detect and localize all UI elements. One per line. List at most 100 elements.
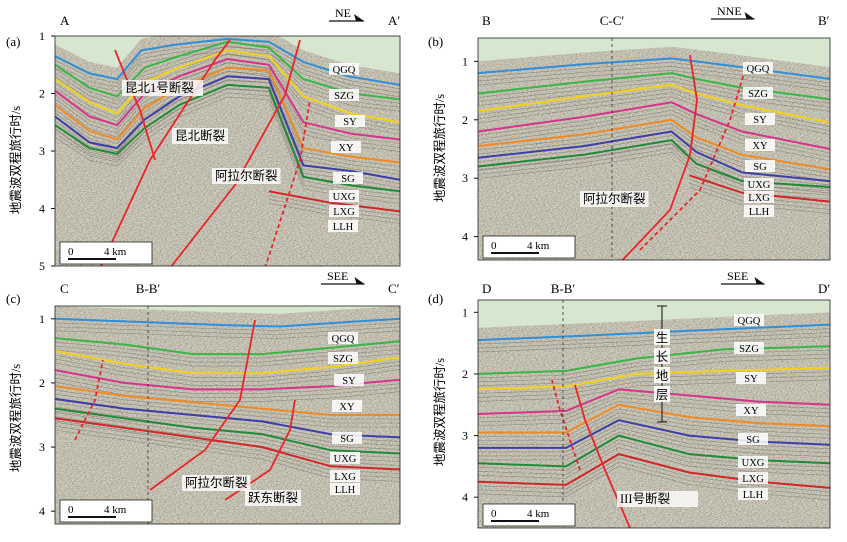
svg-text:4 km: 4 km xyxy=(527,508,550,520)
panel-d: B-B′ (d) D D′ SEE 1 2 3 4 地震波双程旅行时/s QGQ SZG SY XY SG U… xyxy=(428,269,831,529)
horizon-lxg xyxy=(478,434,830,468)
panel-label: (a) xyxy=(6,34,20,49)
panel-b: C-C′ (b) B B′ NNE 1 2 3 4 地震波双程旅行时/s QGQ SZG SY XY SG U… xyxy=(428,4,831,261)
direction-arrow-icon: SEE xyxy=(321,269,365,285)
fault-label: 跃东断裂 xyxy=(245,490,301,506)
horizon-sy xyxy=(478,366,830,391)
svg-text:SZG: SZG xyxy=(333,354,353,365)
svg-text:SZG: SZG xyxy=(739,344,759,355)
unit-label-sg: SG xyxy=(333,172,363,185)
crossline-label: B-B′ xyxy=(551,281,576,296)
scale-bar: 0 4 km xyxy=(59,241,153,265)
svg-text:LLH: LLH xyxy=(743,490,764,501)
y-tick-label: 1 xyxy=(462,54,468,68)
svg-text:LXG: LXG xyxy=(748,193,770,204)
fault-line xyxy=(621,54,698,260)
horizon-sg xyxy=(55,385,400,416)
unit-label-szg: SZG xyxy=(329,89,359,102)
unit-label-szg: SZG xyxy=(743,87,773,100)
unit-label-xy: XY xyxy=(745,139,775,152)
unit-label-sy: SY xyxy=(736,372,766,385)
y-tick-label: 4 xyxy=(39,202,45,216)
direction-arrow-icon: SEE xyxy=(721,269,765,285)
svg-text:昆北1号断裂: 昆北1号断裂 xyxy=(125,80,194,95)
crossline-label: B-B′ xyxy=(136,281,161,296)
fault-label: 昆北1号断裂 xyxy=(122,80,203,96)
panel-label: (d) xyxy=(428,291,443,306)
fault-label: 昆北断裂 xyxy=(172,128,228,144)
y-axis-label: 地震波双程旅行时/s xyxy=(432,94,447,202)
fault-line xyxy=(170,39,301,266)
svg-text:层: 层 xyxy=(656,387,669,402)
svg-text:SY: SY xyxy=(343,117,357,128)
unit-label-lxg: LXG xyxy=(330,470,360,483)
unit-label-llh: LLH xyxy=(744,205,774,218)
horizon-sy xyxy=(478,83,830,124)
horizon-uxg xyxy=(55,75,400,181)
panel-label: (c) xyxy=(6,291,20,306)
section-start-label: A xyxy=(60,13,70,28)
section-end-label: D′ xyxy=(818,281,830,296)
unit-label-sg: SG xyxy=(332,432,362,445)
unit-label-sg: SG xyxy=(738,433,768,446)
unit-label-qgq: QGQ xyxy=(329,63,359,76)
y-tick-label: 1 xyxy=(39,312,45,326)
section-end-label: B′ xyxy=(818,13,830,28)
horizon-llh xyxy=(688,174,830,203)
horizon-qgq xyxy=(55,37,400,86)
y-tick-label: 3 xyxy=(39,144,45,158)
unit-label-llh: LLH xyxy=(330,483,360,496)
section-start-label: B xyxy=(482,13,491,28)
horizon-sy xyxy=(55,349,400,375)
svg-text:0: 0 xyxy=(68,246,74,258)
svg-text:LXG: LXG xyxy=(742,474,764,485)
no-data-zone xyxy=(478,38,830,68)
svg-text:III号断裂: III号断裂 xyxy=(620,491,670,506)
svg-text:SY: SY xyxy=(342,376,356,387)
direction-label: NE xyxy=(335,6,351,20)
panel-c: B-B′ (c) C C′ SEE 1 2 3 4 地震波双程旅行时/s QGQ SZG SY XY SG U… xyxy=(6,269,401,525)
unit-label-szg: SZG xyxy=(328,352,358,365)
fault-line xyxy=(149,319,256,491)
direction-arrow-icon: NE xyxy=(329,6,364,22)
fault-label: 阿拉尔断裂 xyxy=(580,191,649,207)
horizon-xy xyxy=(478,101,830,150)
svg-text:SG: SG xyxy=(753,162,767,173)
horizon-lxg xyxy=(55,83,400,193)
section-start-label: D xyxy=(482,281,491,296)
horizon-szg xyxy=(55,337,400,356)
unit-label-uxg: UXG xyxy=(330,452,360,465)
unit-label-sy: SY xyxy=(745,113,775,126)
y-axis-label: 地震波双程旅行时/s xyxy=(8,364,23,472)
unit-label-szg: SZG xyxy=(734,342,764,355)
svg-text:UXG: UXG xyxy=(334,454,357,465)
unit-label-llh: LLH xyxy=(328,220,358,233)
section-end-label: A′ xyxy=(388,13,400,28)
fault-line xyxy=(264,99,311,266)
fault-line xyxy=(551,379,581,471)
fault-line xyxy=(74,359,104,441)
horizon-sg xyxy=(478,403,830,434)
svg-text:LXG: LXG xyxy=(333,207,355,218)
y-tick-label: 4 xyxy=(462,230,468,244)
fault-line xyxy=(639,69,746,251)
svg-text:XY: XY xyxy=(743,406,759,417)
svg-text:0: 0 xyxy=(68,504,74,516)
horizon-llh xyxy=(55,417,400,471)
svg-text:UXG: UXG xyxy=(742,458,765,469)
y-tick-label: 3 xyxy=(39,440,45,454)
svg-text:QGQ: QGQ xyxy=(332,334,355,345)
svg-text:SG: SG xyxy=(746,435,760,446)
horizon-llh xyxy=(268,190,400,213)
scale-bar: 0 4 km xyxy=(482,503,576,527)
unit-label-sy: SY xyxy=(334,374,364,387)
unit-label-xy: XY xyxy=(332,400,362,413)
horizon-lxg xyxy=(55,407,400,455)
svg-text:LXG: LXG xyxy=(334,472,356,483)
fault-label: III号断裂 xyxy=(617,491,698,507)
no-data-zone xyxy=(55,36,400,74)
panel-label: (b) xyxy=(428,34,443,49)
unit-label-uxg: UXG xyxy=(329,190,359,203)
svg-text:昆北断裂: 昆北断裂 xyxy=(175,128,225,143)
